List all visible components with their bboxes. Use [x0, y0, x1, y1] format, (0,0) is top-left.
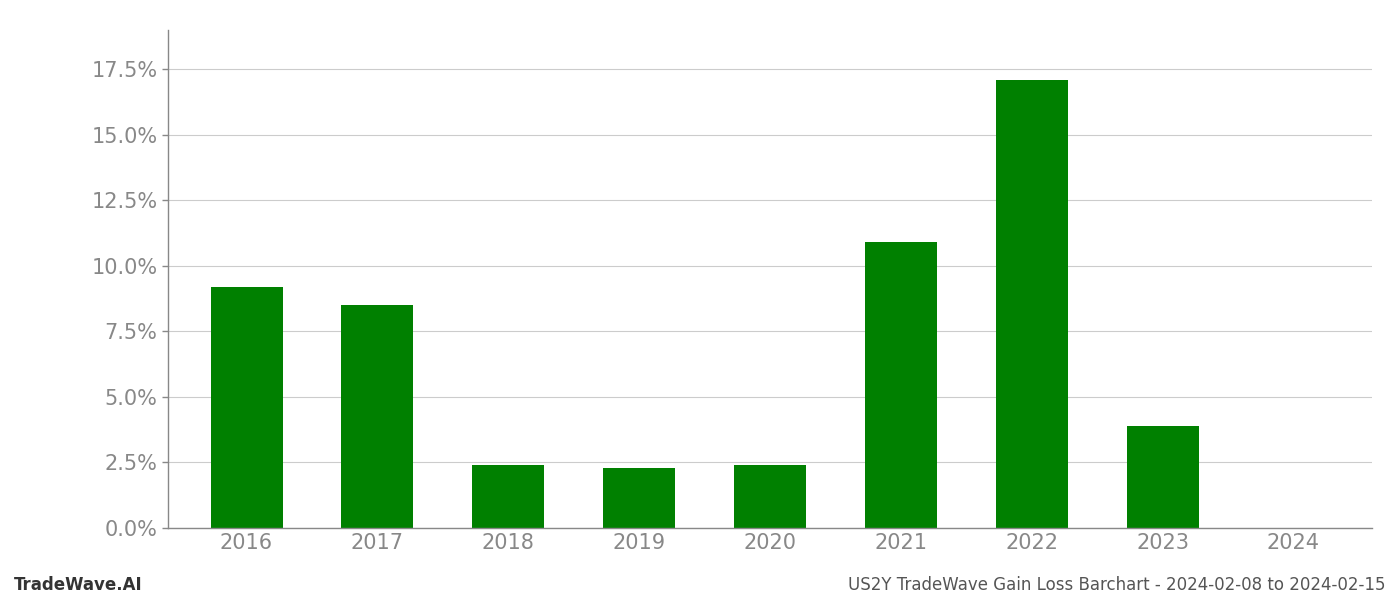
Bar	[865, 242, 937, 528]
Bar	[342, 305, 413, 528]
Bar	[603, 468, 675, 528]
Bar	[472, 465, 545, 528]
Bar	[210, 287, 283, 528]
Bar	[995, 80, 1068, 528]
Bar	[1127, 426, 1198, 528]
Bar	[734, 465, 806, 528]
Text: TradeWave.AI: TradeWave.AI	[14, 576, 143, 594]
Text: US2Y TradeWave Gain Loss Barchart - 2024-02-08 to 2024-02-15: US2Y TradeWave Gain Loss Barchart - 2024…	[848, 576, 1386, 594]
